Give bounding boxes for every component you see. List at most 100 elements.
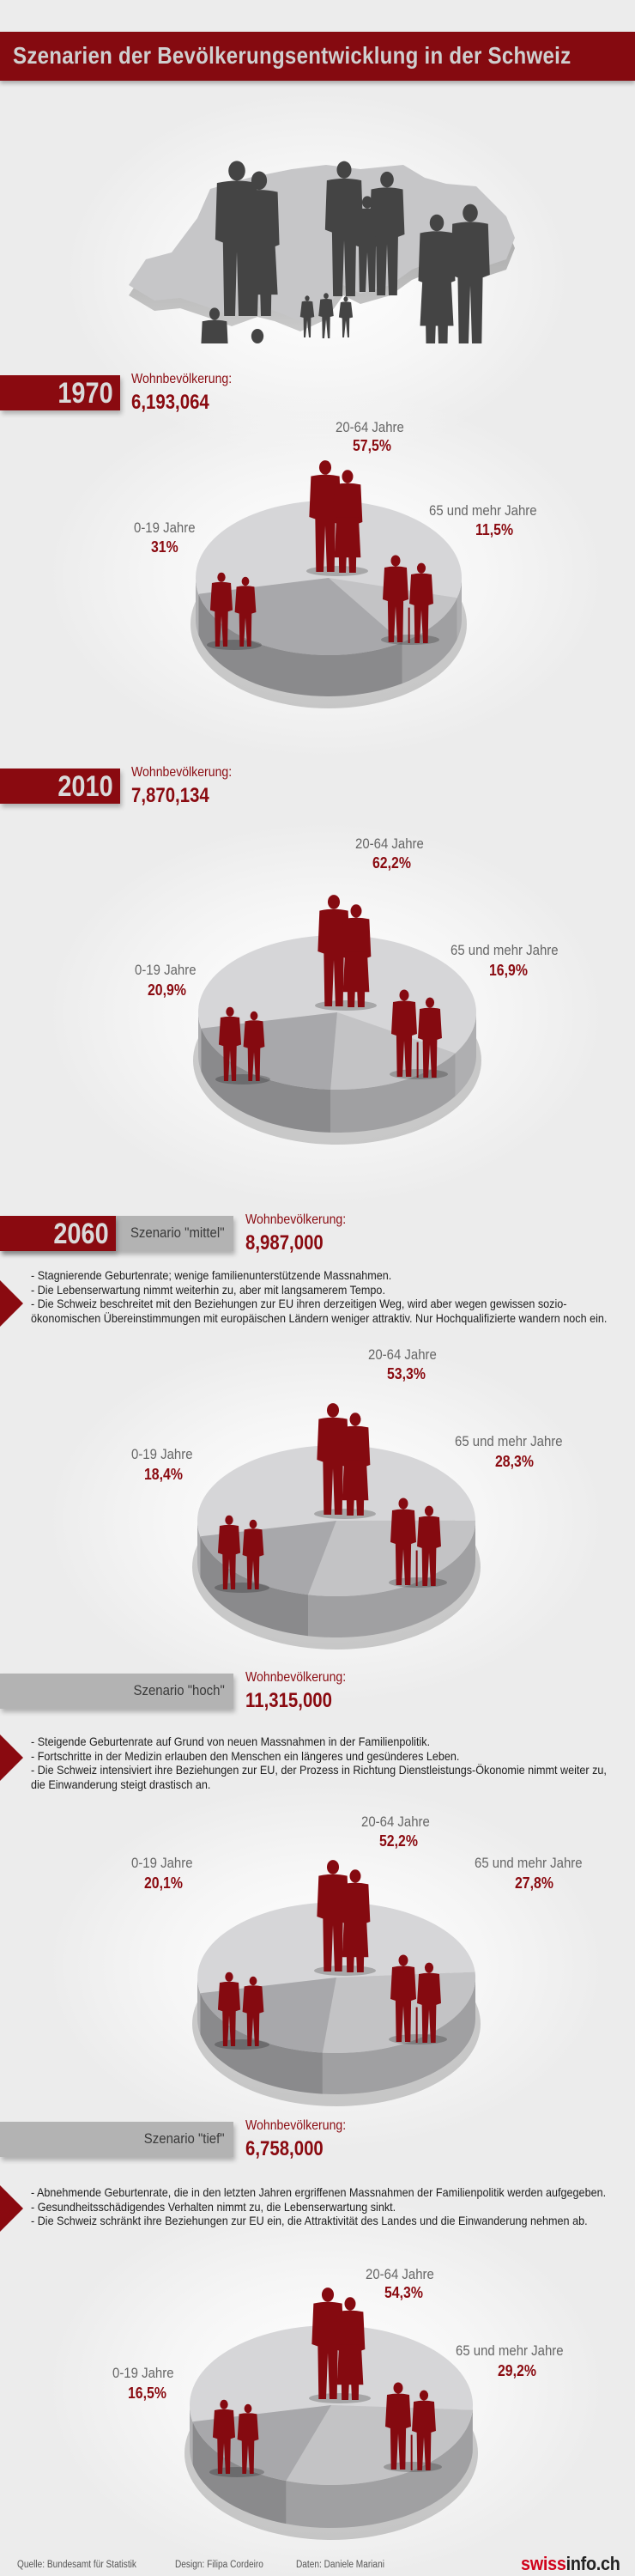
scenario-label: Szenario "tief" bbox=[144, 2130, 225, 2147]
year-bar-1970: 1970 bbox=[0, 375, 120, 410]
pie-value-20-64: 62,2% bbox=[372, 854, 411, 872]
pie-slice-20-64-side bbox=[198, 1012, 202, 1072]
pie-slice-20-64-side bbox=[197, 1978, 201, 2035]
year-label: 1970 bbox=[57, 377, 113, 410]
group-silhouettes bbox=[207, 460, 439, 650]
pie-value-0-19: 16,5% bbox=[128, 2385, 166, 2402]
pie-chart bbox=[184, 2287, 478, 2540]
logo-part: info.ch bbox=[565, 2553, 620, 2574]
pie-slice-65-plus-side bbox=[308, 1521, 475, 1637]
population-value: 7,870,134 bbox=[131, 784, 209, 807]
scenario-label: Szenario "mittel" bbox=[130, 1224, 225, 1241]
arrow-marker-icon bbox=[0, 1735, 23, 1781]
pie-value-65-plus: 11,5% bbox=[475, 521, 514, 538]
pie-value-0-19: 18,4% bbox=[144, 1466, 183, 1483]
pie-value-20-64: 52,2% bbox=[379, 1832, 418, 1850]
elderly-woman-silhouette-icon bbox=[415, 1962, 441, 2043]
adult-woman-silhouette-icon bbox=[332, 470, 363, 573]
pie-slice-65-plus-side bbox=[322, 1978, 475, 2094]
design-credit: Design: Filipa Cordeiro bbox=[175, 2560, 263, 2570]
pie-value-20-64: 57,5% bbox=[353, 437, 391, 454]
pie-label-20-64: 20-64 Jahre bbox=[361, 1814, 430, 1830]
child-silhouette-icon bbox=[212, 2399, 236, 2474]
child-silhouette-icon bbox=[242, 1976, 264, 2046]
pie-slice-20-64-side bbox=[457, 578, 462, 640]
pie-label-65-plus: 65 und mehr Jahre bbox=[456, 2342, 564, 2359]
pie-slice-0-19-side bbox=[192, 2421, 287, 2524]
year-bar-2010: 2010 bbox=[0, 769, 120, 804]
pie-slice-0-19-side bbox=[200, 1993, 323, 2094]
figure-shadow bbox=[215, 2039, 269, 2050]
pie-label-65-plus: 65 und mehr Jahre bbox=[475, 1855, 583, 1871]
population-label: Wohnbevölkerung: bbox=[245, 1212, 347, 1227]
pie-label-0-19: 0-19 Jahre bbox=[131, 1855, 193, 1871]
figure-shadow bbox=[207, 640, 262, 650]
adult-woman-silhouette-icon bbox=[335, 2297, 366, 2400]
figure-shadow bbox=[215, 1583, 269, 1593]
title-banner: Szenarien der Bevölkerungsentwicklung in… bbox=[0, 32, 635, 81]
father-silhouette-icon bbox=[324, 161, 364, 296]
pie-label-20-64: 20-64 Jahre bbox=[336, 419, 404, 435]
adult-woman-silhouette-icon bbox=[239, 171, 280, 316]
pie-slice-65-plus-side bbox=[286, 2409, 473, 2528]
pie-label-0-19: 0-19 Jahre bbox=[134, 519, 196, 536]
figure-shadow bbox=[314, 1965, 376, 1976]
child-silhouette-icon bbox=[237, 2403, 259, 2474]
scenario-label: Szenario "hoch" bbox=[133, 1682, 225, 1698]
figure-shadow bbox=[306, 566, 368, 576]
adult-woman-silhouette-icon bbox=[340, 1413, 371, 1516]
pie-value-0-19: 31% bbox=[151, 538, 178, 556]
pie-chart bbox=[193, 895, 481, 1145]
figure-shadow bbox=[309, 2393, 371, 2403]
elderly-man-silhouette-icon bbox=[385, 2382, 411, 2470]
population-label: Wohnbevölkerung: bbox=[131, 765, 233, 780]
population-value: 6,758,000 bbox=[245, 2137, 324, 2160]
figure-shadow bbox=[209, 2467, 264, 2477]
description-line: - Stagnierende Geburtenrate; wenige fami… bbox=[31, 1268, 392, 1282]
pie-value-0-19: 20,9% bbox=[148, 981, 186, 999]
pie-label-0-19: 0-19 Jahre bbox=[135, 962, 197, 978]
population-label: Wohnbevölkerung: bbox=[245, 1670, 347, 1685]
page-title: Szenarien der Bevölkerungsentwicklung in… bbox=[13, 42, 572, 69]
figure-shadow bbox=[314, 1509, 376, 1519]
scenario-bar-tief: Szenario "tief" bbox=[0, 2122, 233, 2157]
child-silhouette-icon bbox=[217, 1515, 241, 1589]
elderly-man-silhouette-icon bbox=[383, 555, 408, 642]
pie-label-0-19: 0-19 Jahre bbox=[131, 1446, 193, 1462]
gray-silhouettes bbox=[201, 161, 490, 343]
group-silhouettes bbox=[215, 1860, 447, 2050]
figure-shadow bbox=[315, 1000, 377, 1011]
sitting-man-silhouette-icon bbox=[251, 329, 264, 343]
elderly-man-silhouette-icon bbox=[390, 1954, 416, 2042]
description-line: - Die Schweiz schränkt ihre Beziehungen … bbox=[31, 2214, 588, 2228]
elderly-woman-silhouette-icon bbox=[415, 1505, 441, 1586]
figure-shadow bbox=[215, 1074, 270, 1084]
pie-slice-0-19-side bbox=[201, 1028, 331, 1133]
pie-slice-65-plus-side bbox=[402, 598, 457, 683]
child-silhouette-icon bbox=[218, 1006, 242, 1081]
pie-label-0-19: 0-19 Jahre bbox=[112, 2365, 174, 2381]
population-value: 6,193,064 bbox=[131, 391, 209, 414]
elderly-man-silhouette-icon bbox=[391, 989, 417, 1077]
adult-man-silhouette-icon bbox=[309, 460, 342, 572]
pie-chart bbox=[192, 1403, 481, 1649]
description-line: - Fortschritte in der Medizin erlauben d… bbox=[31, 1748, 460, 1763]
arrow-marker-icon bbox=[0, 1280, 23, 1327]
population-value: 11,315,000 bbox=[245, 1689, 332, 1712]
pie-chart bbox=[192, 1860, 481, 2106]
child-silhouette-icon bbox=[243, 1011, 265, 1081]
scenario-description: - Abnehmende Geburtenrate, die in den le… bbox=[31, 2185, 618, 2228]
pie-slice-20-64-side bbox=[455, 1012, 476, 1097]
scenario-description: - Steigende Geburtenrate auf Grund von n… bbox=[31, 1735, 618, 1791]
description-line: - Gesundheitsschädigendes Verhalten nimm… bbox=[31, 2199, 396, 2214]
group-silhouettes bbox=[215, 1403, 447, 1593]
swissinfo-logo[interactable]: swissinfo.ch bbox=[521, 2553, 620, 2575]
population-label: Wohnbevölkerung: bbox=[131, 372, 233, 386]
elderly-man-silhouette-icon bbox=[390, 1498, 416, 1585]
sitting-child-silhouette-icon bbox=[299, 295, 315, 337]
description-line: - Abnehmende Geburtenrate, die in den le… bbox=[31, 2185, 607, 2199]
pie-value-65-plus: 28,3% bbox=[495, 1453, 534, 1470]
pie-value-65-plus: 27,8% bbox=[515, 1874, 553, 1892]
pie-label-20-64: 20-64 Jahre bbox=[366, 2266, 434, 2282]
logo-part: swiss bbox=[521, 2553, 566, 2574]
